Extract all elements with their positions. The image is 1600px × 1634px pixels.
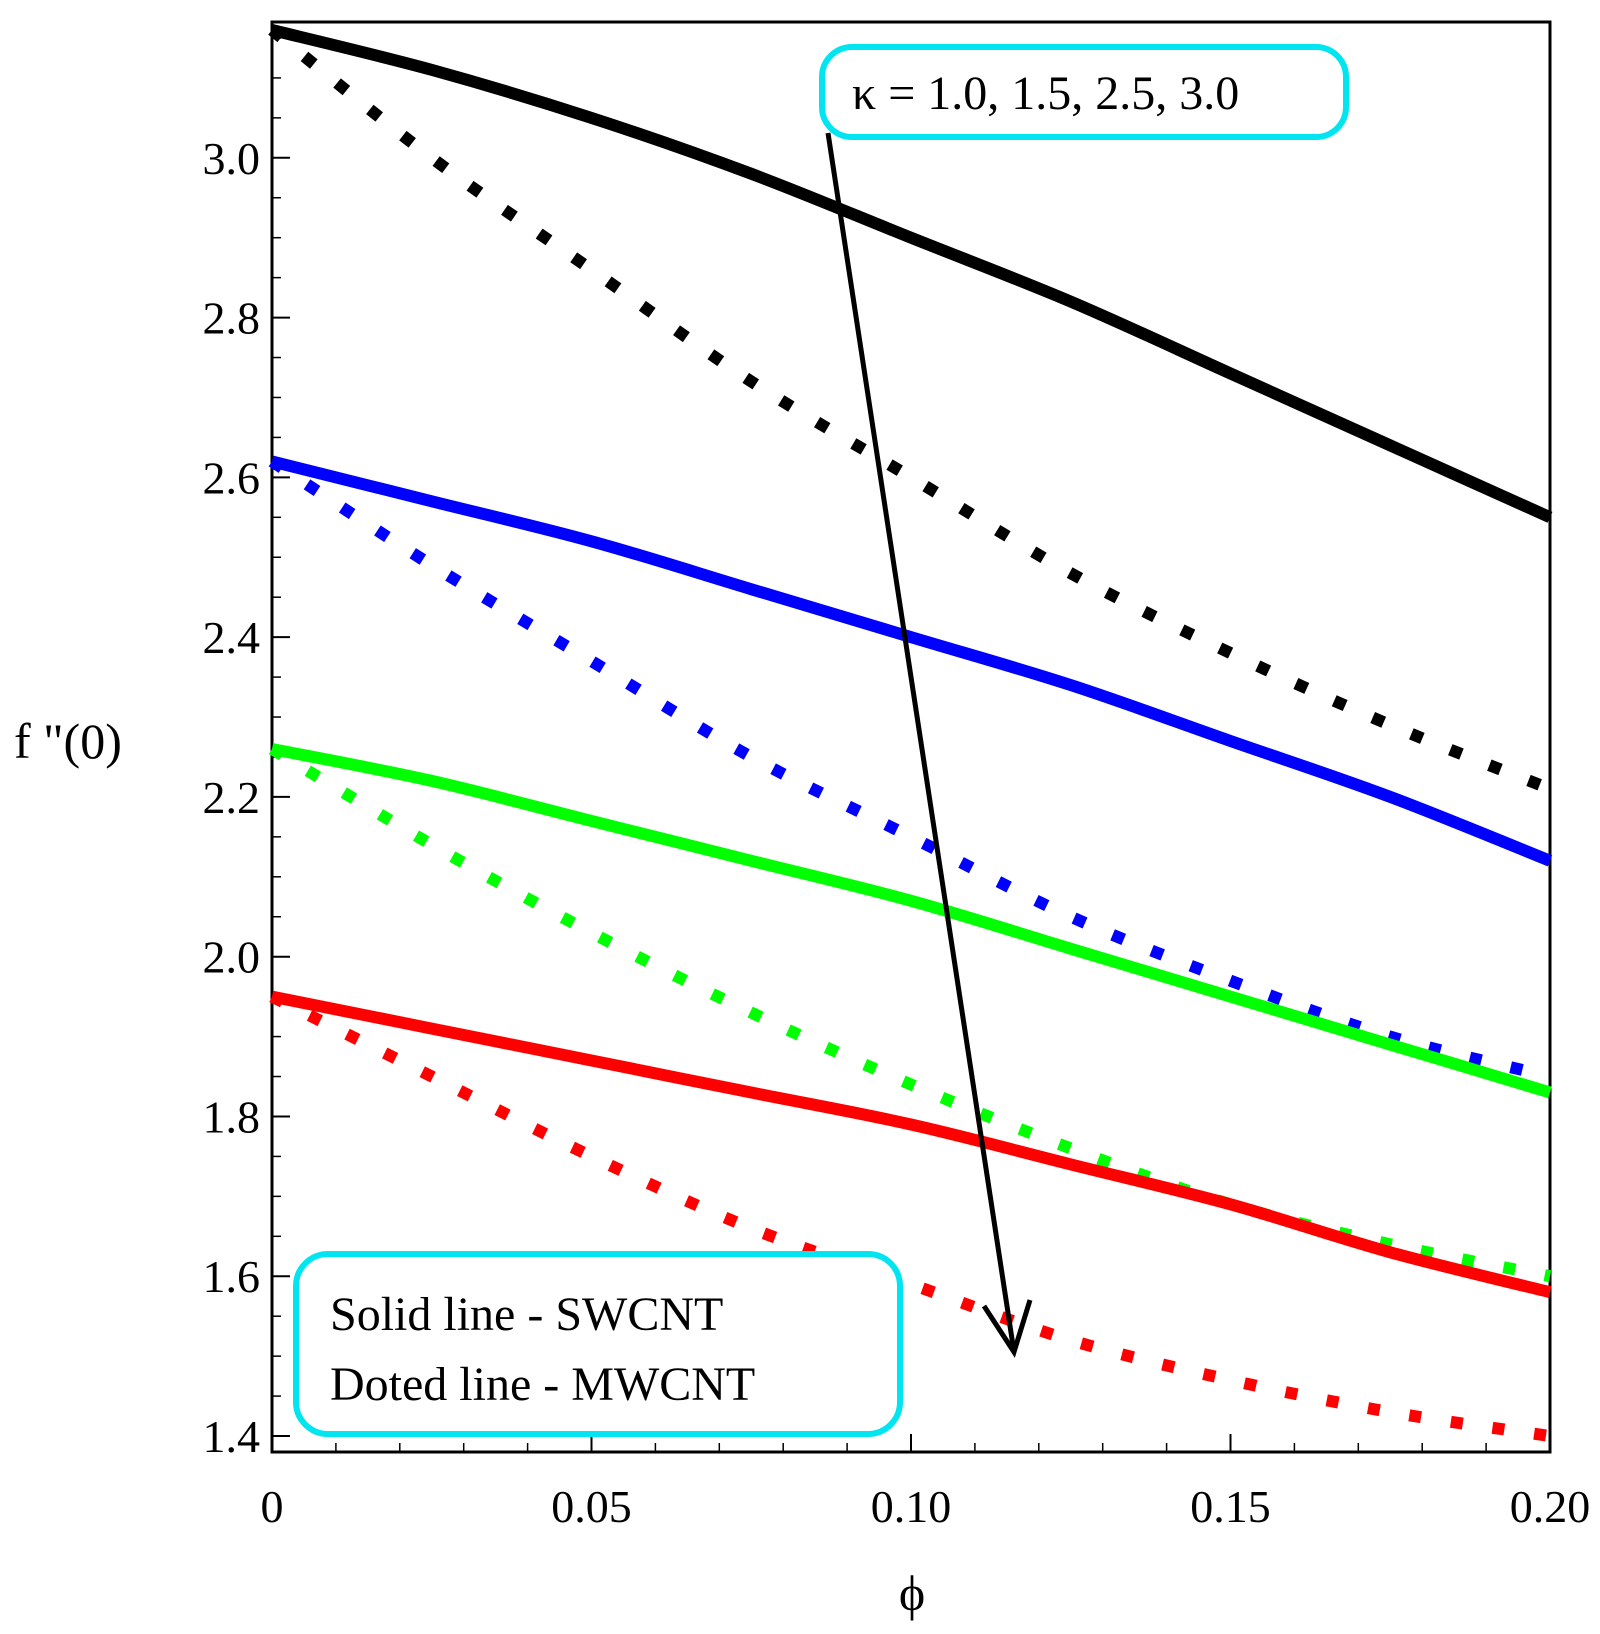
x-tick-label: 0.10 [871, 1481, 952, 1532]
kappa-annotation-text: κ = 1.0, 1.5, 2.5, 3.0 [852, 67, 1239, 120]
x-axis-label: ϕ [899, 1565, 925, 1621]
series-line-mwcnt-7 [269, 991, 1551, 1442]
x-tick-label: 0.15 [1190, 1481, 1271, 1532]
trend-arrow-head [981, 1299, 1033, 1358]
series-line-swcnt-2 [270, 455, 1553, 867]
series-line-swcnt-0 [270, 24, 1553, 523]
y-axis-label: f "(0) [14, 713, 122, 769]
series-line-mwcnt-5 [268, 743, 1552, 1283]
series-layer [268, 24, 1553, 1442]
series-line-mwcnt-3 [268, 456, 1552, 1083]
series-line-swcnt-4 [270, 743, 1552, 1099]
legend-line-solid: Solid line - SWCNT [330, 1288, 723, 1341]
y-tick-label: 1.4 [203, 1411, 261, 1462]
y-axis-ticks: 1.4 1.6 1.8 2.0 2.2 2.4 2.6 2.8 3.0 [203, 37, 290, 1462]
y-tick-label: 2.2 [203, 772, 261, 823]
x-axis-ticks: 0 0.05 0.10 0.15 0.20 [261, 1434, 1591, 1532]
legend-box [293, 1251, 903, 1437]
series-line-mwcnt-1 [268, 25, 1553, 795]
y-tick-label: 2.0 [203, 932, 261, 983]
legend-line-dotted: Doted line - MWCNT [330, 1358, 755, 1411]
y-tick-label: 2.4 [203, 612, 261, 663]
x-tick-label: 0.05 [551, 1481, 632, 1532]
trend-arrow-line [825, 132, 1017, 1353]
y-tick-label: 2.8 [203, 293, 261, 344]
y-tick-label: 2.6 [203, 452, 261, 503]
x-tick-label: 0 [261, 1481, 284, 1532]
kappa-annotation-box [819, 44, 1349, 140]
x-tick-label: 0.20 [1510, 1481, 1591, 1532]
y-tick-label: 1.6 [203, 1251, 261, 1302]
y-tick-label: 1.8 [203, 1091, 261, 1142]
y-tick-label: 3.0 [203, 133, 261, 184]
series-line-swcnt-6 [270, 990, 1552, 1299]
